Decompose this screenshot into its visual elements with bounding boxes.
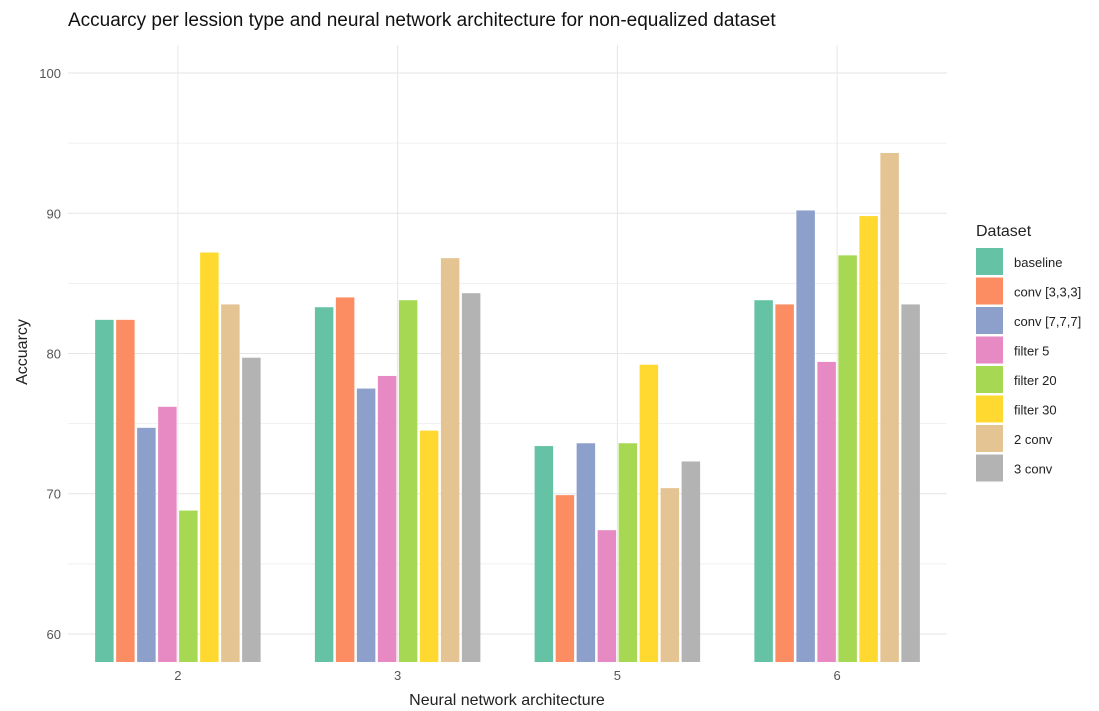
x-tick-label: 3 [394, 668, 401, 683]
bar [314, 307, 334, 662]
x-tick-label: 2 [174, 668, 181, 683]
bar [335, 297, 355, 662]
bar [116, 319, 135, 662]
bar [137, 427, 156, 662]
legend-label: filter 20 [1014, 373, 1057, 388]
x-axis-title: Neural network architecture [409, 692, 605, 709]
bar [221, 304, 240, 662]
bar [534, 446, 554, 662]
bar [618, 443, 638, 662]
bar [440, 258, 460, 662]
y-tick-label: 70 [47, 487, 61, 502]
legend-label: 3 conv [1014, 462, 1053, 477]
x-tick-label: 6 [834, 668, 841, 683]
legend: Dataset baseline conv [3,3,3] conv [7,7,7]… [976, 223, 1081, 482]
legend-swatch [976, 248, 1003, 275]
legend-swatch [976, 366, 1003, 393]
legend-label: 2 conv [1014, 432, 1053, 447]
y-tick-label: 90 [47, 206, 61, 221]
x-tick-label: 5 [614, 668, 621, 683]
y-tick-label: 60 [47, 627, 61, 642]
bar [775, 304, 794, 662]
y-tick-label: 100 [39, 66, 61, 81]
y-tick-label: 80 [47, 347, 61, 362]
legend-title: Dataset [976, 223, 1032, 240]
bar [576, 443, 596, 662]
legend-swatch [976, 395, 1003, 423]
bar [419, 430, 439, 662]
bar [158, 406, 177, 662]
chart-title: Accuarcy per lession type and neural net… [68, 10, 776, 31]
bar [377, 375, 397, 662]
bar [681, 461, 701, 662]
legend-swatch [976, 425, 1003, 452]
legend-label: conv [7,7,7] [1014, 314, 1081, 329]
legend-label: baseline [1014, 255, 1062, 270]
bars [95, 152, 920, 662]
legend-swatch [976, 277, 1003, 305]
bar [796, 210, 815, 662]
bar [901, 304, 920, 662]
bar [880, 152, 899, 662]
bar [461, 293, 481, 662]
bar [754, 300, 773, 662]
bar [660, 488, 680, 662]
legend-swatch [976, 454, 1003, 482]
legend-label: filter 5 [1014, 344, 1049, 359]
legend-label: filter 30 [1014, 403, 1057, 418]
bar [597, 530, 617, 662]
bar [95, 319, 114, 662]
bar [356, 388, 376, 662]
legend-swatch [976, 336, 1003, 364]
bar [817, 361, 836, 662]
bar [179, 510, 198, 662]
bar [242, 357, 261, 662]
legend-label: conv [3,3,3] [1014, 285, 1081, 300]
grid-layer [68, 45, 947, 662]
y-axis-ticks: 60 70 80 90 100 [39, 66, 61, 642]
x-axis-ticks: 2 3 5 6 [174, 668, 840, 683]
y-axis-title: Accuarcy [14, 319, 31, 385]
bar [859, 216, 878, 662]
legend-items: baseline conv [3,3,3] conv [7,7,7] filter 5… [976, 248, 1081, 482]
bar [639, 364, 659, 662]
bar [838, 255, 857, 662]
bar [555, 495, 575, 662]
legend-swatch [976, 307, 1003, 334]
bar [398, 300, 418, 662]
bar [200, 252, 219, 662]
